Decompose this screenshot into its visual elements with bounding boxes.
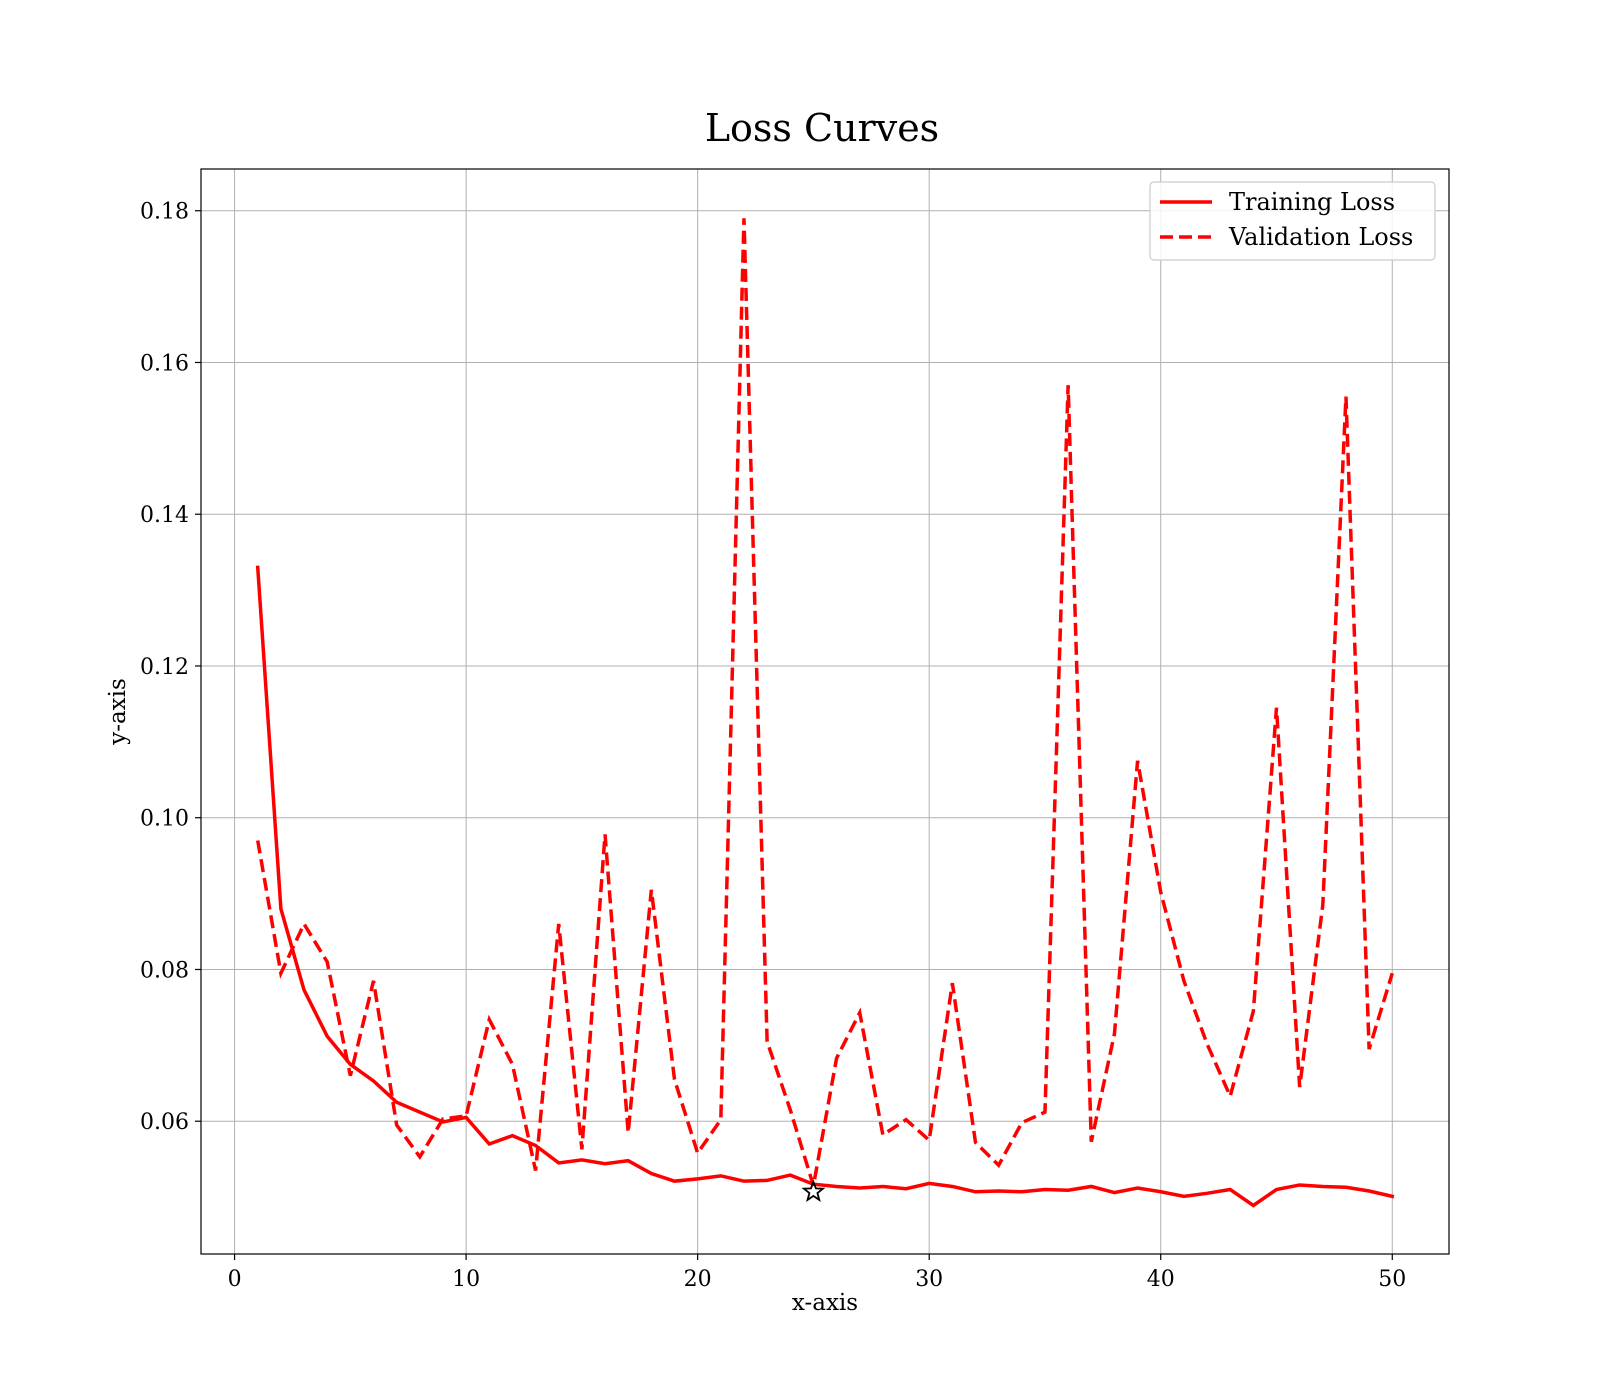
series-layer (255, 218, 1395, 1208)
x-tick-label: 30 (915, 1267, 943, 1292)
x-tick-label: 10 (452, 1267, 480, 1292)
chart-title: Loss Curves (705, 106, 939, 150)
y-tick-label: 0.08 (140, 958, 189, 983)
y-axis-ticks: 0.06 0.08 0.10 0.12 0.14 0.16 0.18 (140, 200, 201, 1135)
marker-layer (801, 1179, 826, 1202)
x-tick-label: 40 (1147, 1267, 1175, 1292)
training-loss-line (255, 565, 1395, 1208)
best-epoch-star-marker (801, 1179, 826, 1202)
grid-lines (201, 169, 1449, 1254)
y-tick-label: 0.18 (140, 200, 189, 225)
y-tick-label: 0.16 (140, 351, 189, 376)
y-tick-label: 0.12 (140, 655, 189, 680)
plot-frame (200, 168, 1450, 1255)
validation-loss-line (256, 218, 1394, 1187)
x-tick-label: 50 (1378, 1267, 1406, 1292)
x-tick-label: 20 (684, 1267, 712, 1292)
y-tick-label: 0.10 (140, 807, 189, 832)
y-axis-label: y-axis (105, 678, 131, 746)
x-axis-ticks: 0 10 20 30 40 50 (228, 1254, 1406, 1292)
x-tick-label: 0 (228, 1267, 242, 1292)
y-tick-label: 0.14 (140, 503, 189, 528)
y-tick-label: 0.06 (140, 1110, 189, 1135)
legend-box (1149, 181, 1436, 261)
legend: Training Loss Validation Loss (1149, 181, 1436, 261)
x-axis-label: x-axis (792, 1290, 858, 1316)
legend-label: Validation Loss (1228, 223, 1413, 251)
legend-label: Training Loss (1229, 188, 1395, 216)
